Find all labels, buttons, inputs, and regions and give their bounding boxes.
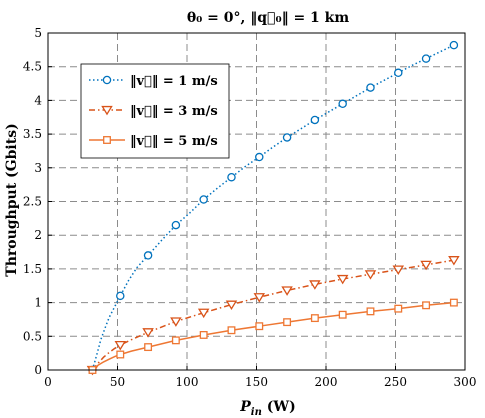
x-tick-label: 250 <box>384 375 407 389</box>
series-2-marker <box>281 286 293 296</box>
series-3-marker <box>171 336 180 345</box>
legend-label-2: ‖v⃗‖ = 3 m/s <box>130 104 218 119</box>
y-tick-label: 4 <box>34 93 42 107</box>
series-1-marker <box>310 115 320 125</box>
legend: ‖v⃗‖ = 1 m/s ‖v⃗‖ = 3 m/s ‖v⃗‖ = 5 m/s <box>80 63 230 159</box>
x-axis-label-unit: (W) <box>262 399 296 415</box>
legend-marker-2 <box>101 105 113 116</box>
y-tick-label: 4.5 <box>23 60 42 74</box>
y-tick-label: 0 <box>34 363 42 377</box>
y-tick-label: 1 <box>34 296 42 310</box>
series-3-marker <box>116 350 125 359</box>
x-tick-label: 150 <box>245 375 268 389</box>
series-1-marker <box>282 133 292 142</box>
series-3-marker <box>310 314 319 323</box>
series-3-marker <box>366 307 375 316</box>
legend-label-3: ‖v⃗‖ = 5 m/s <box>130 134 218 149</box>
series-1-marker <box>227 172 236 182</box>
series-1-marker <box>255 152 264 162</box>
x-axis-label-subscript: in <box>251 407 262 418</box>
series-3-marker <box>449 298 458 307</box>
series-1-marker <box>171 220 181 230</box>
series-2-marker <box>309 280 321 290</box>
x-axis-label: Pin (W) <box>239 399 295 418</box>
y-tick-label: 3.5 <box>23 127 42 141</box>
series-2-marker <box>448 256 460 266</box>
series-3-marker <box>199 331 208 339</box>
series-1-marker <box>199 195 208 204</box>
y-tick-label: 2.5 <box>23 195 42 209</box>
y-axis-label: Throughput (Gbits) <box>4 123 20 276</box>
series-2-marker <box>197 308 210 319</box>
y-tick-label: 2 <box>34 228 42 242</box>
series-1-marker <box>116 291 125 301</box>
legend-marker-1 <box>102 75 112 85</box>
y-tick-label: 0.5 <box>23 329 42 343</box>
x-tick-label: 200 <box>315 375 338 389</box>
series-2-marker <box>170 317 182 327</box>
series-3-marker <box>338 310 347 319</box>
series-1-marker <box>366 83 375 92</box>
series-1-marker <box>421 54 431 63</box>
series-line-1 <box>91 44 455 371</box>
x-axis-label-main: P <box>239 399 251 415</box>
series-lines <box>86 40 460 376</box>
series-3-marker <box>255 322 264 331</box>
series-1-marker <box>394 68 403 78</box>
series-2-marker <box>392 265 405 275</box>
y-tick-label: 3 <box>34 161 42 175</box>
series-3-marker <box>227 326 236 335</box>
series-3-marker <box>144 343 153 352</box>
chart-title: θ₀ = 0°, ‖q⃗₀‖ = 1 km <box>187 10 350 26</box>
series-3-marker <box>422 301 431 310</box>
legend-marker-3 <box>103 136 111 144</box>
series-2-marker <box>253 293 266 303</box>
series-2-marker <box>225 300 238 311</box>
series-3-marker <box>283 318 292 327</box>
axis-ticks: 0 50 100 150 200 250 300 0 0.5 1 1.5 2 2.5 3 3.5 4 4.5 5 <box>23 26 477 389</box>
x-tick-label: 0 <box>44 375 52 389</box>
series-1-marker <box>143 251 153 260</box>
legend-label-1: ‖v⃗‖ = 1 m/s <box>130 74 218 89</box>
series-2-marker <box>420 260 432 271</box>
series-1-marker <box>449 40 459 50</box>
y-tick-label: 5 <box>34 26 42 40</box>
series-2-marker <box>114 340 127 351</box>
x-tick-label: 300 <box>454 375 477 389</box>
series-2-marker <box>364 270 377 280</box>
series-1-marker <box>338 99 347 109</box>
series-2-marker <box>336 274 349 285</box>
series-3-marker <box>394 304 403 313</box>
x-tick-label: 100 <box>176 375 199 389</box>
x-tick-label: 50 <box>110 375 125 389</box>
series-2-marker <box>142 328 154 338</box>
y-tick-label: 1.5 <box>23 262 42 276</box>
